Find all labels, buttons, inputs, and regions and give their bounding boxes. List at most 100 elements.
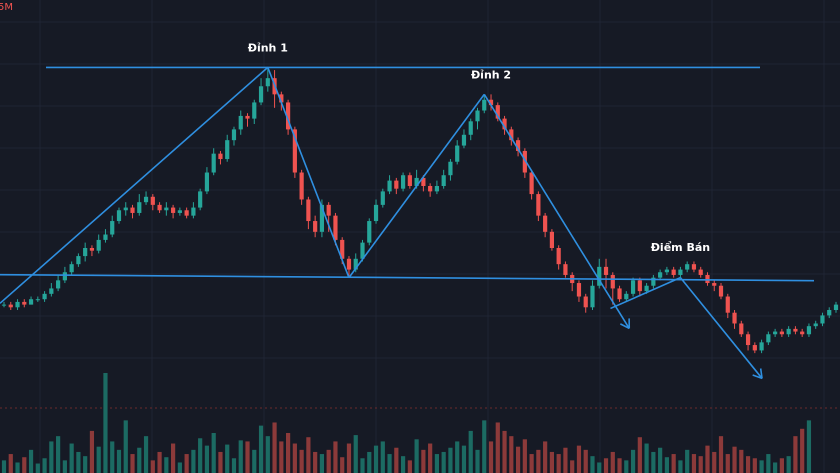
candle-body — [380, 191, 385, 205]
volume-bar — [137, 447, 142, 473]
candle-body — [69, 264, 74, 273]
volume-bar — [752, 458, 757, 473]
candle-body — [732, 312, 737, 324]
volume-bar — [245, 441, 250, 473]
volume-bar — [705, 445, 710, 473]
candle-body — [346, 258, 352, 270]
volume-bar — [603, 458, 609, 473]
volume-bar — [712, 451, 717, 473]
annotation-label: Đỉnh 1 — [248, 41, 288, 54]
volume-bar — [745, 456, 751, 473]
volume-bar — [786, 456, 791, 473]
volume-bar — [353, 435, 358, 473]
candle-body — [441, 175, 446, 186]
volume-bar — [556, 454, 561, 473]
candle-body — [22, 301, 27, 305]
volume-bar — [56, 436, 61, 473]
candle-body — [367, 221, 372, 243]
candle-body — [583, 296, 588, 308]
candle-body — [806, 326, 812, 335]
candle-body — [191, 207, 196, 216]
candle-body — [461, 134, 467, 146]
volume-bar — [806, 420, 812, 473]
neckline — [0, 273, 815, 282]
candle-body — [495, 105, 500, 119]
volume-bar — [428, 443, 433, 473]
candle-body — [597, 266, 602, 286]
uptrend-line-1 — [0, 66, 269, 304]
volume-bar — [441, 451, 446, 473]
volume-bar — [28, 449, 34, 473]
volume-bar — [204, 445, 210, 473]
candle-body — [766, 334, 771, 343]
candle-body — [333, 215, 338, 240]
candle-body — [502, 118, 507, 130]
volume-bar — [279, 441, 284, 473]
candle-body — [123, 207, 128, 211]
volume-bar — [103, 373, 108, 473]
candle-body — [96, 239, 101, 251]
candle-body — [773, 331, 778, 335]
candle-body — [658, 272, 663, 278]
volume-bar — [171, 443, 176, 473]
candle-body — [157, 204, 162, 211]
candle-body — [624, 293, 629, 300]
volume-bar — [495, 422, 500, 473]
volume-bar — [62, 460, 67, 473]
candle-body — [827, 310, 832, 316]
candle-body — [198, 191, 203, 208]
candle-body — [786, 328, 791, 335]
volume-bar — [299, 449, 304, 473]
candle-body — [56, 280, 61, 289]
candle-body — [130, 207, 135, 213]
volume-bar — [610, 451, 615, 473]
candle-body — [428, 186, 433, 192]
candle-body — [306, 199, 311, 222]
candle-body — [211, 153, 216, 173]
candle-body — [725, 296, 730, 313]
candle-body — [387, 180, 392, 192]
volume-bar — [637, 437, 642, 473]
candle-body — [340, 239, 345, 259]
candle-body — [549, 231, 554, 248]
volume-bar — [387, 454, 392, 473]
downtrend-line-1 — [267, 67, 350, 278]
volume-bar — [448, 447, 453, 473]
candle-body — [779, 331, 784, 335]
candle-body — [536, 194, 541, 216]
candle-body — [286, 102, 291, 130]
candle-body — [800, 331, 805, 335]
pullback-line — [610, 276, 681, 310]
volume-bar — [678, 460, 683, 473]
candle-body — [204, 172, 210, 192]
volume-bar — [306, 437, 311, 473]
volume-bar — [286, 433, 291, 473]
volume-bar — [549, 451, 554, 473]
candle-body — [299, 172, 304, 200]
candle-body — [89, 248, 95, 251]
volume-bar — [110, 441, 115, 473]
volume-bar — [22, 457, 27, 473]
volume-bar — [502, 430, 507, 473]
volume-bar — [482, 420, 487, 473]
volume-bar — [617, 458, 622, 473]
candle-body — [813, 323, 818, 327]
candle-body — [177, 210, 182, 213]
candle-body — [353, 258, 358, 270]
volume-bar — [468, 430, 473, 473]
candle-body — [718, 285, 724, 297]
candle-body — [238, 115, 243, 130]
volume-bar — [461, 445, 467, 473]
candle-body — [110, 221, 115, 235]
candle-body — [265, 78, 270, 87]
candle-body — [319, 204, 325, 232]
volume-bar — [597, 462, 602, 473]
candle-body — [515, 140, 521, 151]
volume-bar — [367, 451, 372, 473]
volume-bar — [373, 445, 379, 473]
volume-bar — [664, 457, 669, 473]
volume-bar — [157, 451, 162, 473]
candle-body — [137, 202, 142, 213]
